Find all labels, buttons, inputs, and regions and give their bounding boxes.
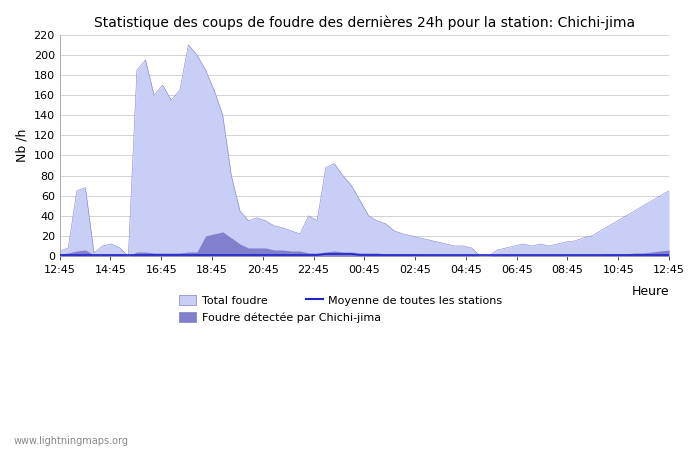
Text: www.lightningmaps.org: www.lightningmaps.org: [14, 436, 129, 446]
Y-axis label: Nb /h: Nb /h: [15, 129, 28, 162]
Text: Heure: Heure: [631, 285, 669, 298]
Legend: Foudre détectée par Chichi-jima: Foudre détectée par Chichi-jima: [175, 308, 385, 328]
Title: Statistique des coups de foudre des dernières 24h pour la station: Chichi-jima: Statistique des coups de foudre des dern…: [94, 15, 635, 30]
